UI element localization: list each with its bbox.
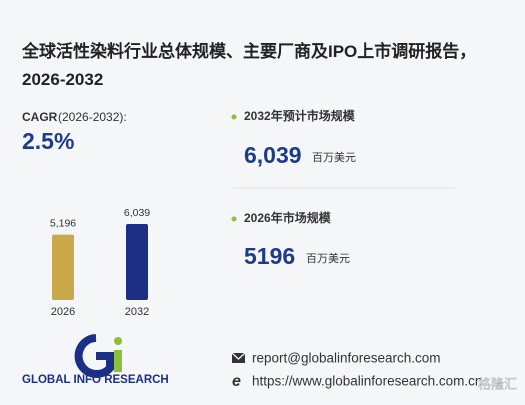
email: report@globalinforesearch.com (252, 351, 441, 366)
title: 全球活性染料行业总体规模、主要厂商及IPO上市调研报告，2026-2032 (22, 42, 477, 89)
email-icon (232, 353, 245, 363)
stat-unit: 百万美元 (306, 252, 350, 265)
email-icon-flap (231, 352, 246, 360)
logo-mark (74, 334, 122, 378)
value-label: 5,196 (50, 217, 76, 229)
cagr-value: 2.5% (22, 128, 74, 154)
bar (126, 224, 148, 300)
logo-text: GLOBAL INFO RESEARCH (22, 374, 169, 386)
stat-value: 5196 (244, 243, 295, 269)
watermark: 格隆汇 (478, 376, 517, 391)
cagr-label: CAGR (22, 110, 58, 124)
stat-value: 6,039 (244, 142, 302, 168)
cagr-period: (2026-2032): (58, 110, 127, 124)
web-icon: e (232, 373, 241, 390)
x-tick-label: 2032 (125, 306, 149, 318)
bullet (231, 216, 237, 222)
stat-label: 2026年市场规模 (244, 210, 332, 225)
value-label: 6,039 (124, 207, 150, 219)
bullet (231, 114, 237, 120)
stat-unit: 百万美元 (312, 151, 356, 164)
stat-label: 2032年预计市场规模 (244, 108, 356, 123)
x-tick-label: 2026 (51, 306, 75, 318)
website: https://www.globalinforesearch.com.cn (252, 374, 482, 389)
bar (52, 234, 74, 300)
